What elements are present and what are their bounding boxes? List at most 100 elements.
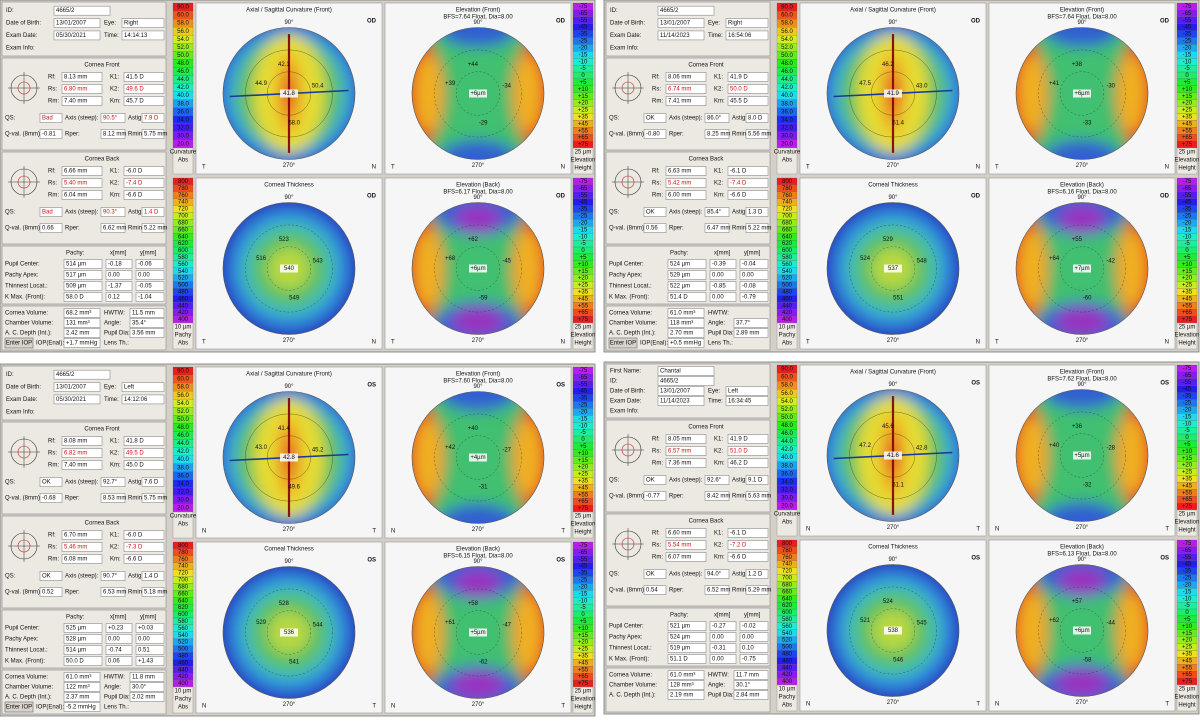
label: K1: — [714, 437, 723, 443]
eye-label: OS — [556, 383, 565, 389]
scale-footer-label: Height — [574, 341, 592, 347]
value-box — [667, 259, 707, 269]
value: 5.63 mm — [748, 494, 771, 500]
map-value: 546 — [893, 657, 904, 663]
scale-label: -35 — [579, 396, 588, 402]
value-box — [667, 621, 707, 631]
label: Lens Th.: — [104, 341, 129, 347]
label: Rmin: — [128, 496, 144, 502]
value-box — [135, 656, 165, 666]
value-box — [727, 178, 769, 188]
map-value: 50.4 — [312, 83, 324, 89]
map-title: Corneal Thickness — [264, 183, 314, 189]
map-value: 528 — [279, 601, 290, 607]
scale-footer-label: Abs — [178, 158, 188, 164]
map-value: 538 — [888, 628, 899, 634]
orientation-label: 90° — [284, 20, 294, 26]
scale-label: 56.0 — [177, 393, 189, 399]
scale-footer — [172, 511, 194, 539]
value-box — [63, 270, 103, 280]
scale-footer — [1176, 322, 1198, 350]
scale-footer-label: Curvature — [170, 150, 197, 156]
eye-label: OD — [556, 19, 566, 25]
pachy-header: x[mm] — [110, 251, 127, 257]
scale-label: 740 — [178, 200, 189, 206]
value-box — [105, 623, 133, 633]
scale-label: 30.0 — [177, 497, 189, 503]
value-box — [727, 84, 769, 94]
value: 517 µm — [66, 273, 86, 279]
map-value: 41.9 — [887, 91, 899, 97]
label: Pupil Center: — [609, 262, 644, 268]
button-label: Enter IOP — [610, 341, 636, 347]
label: Pupil Dia: — [708, 331, 734, 337]
map-outline — [826, 27, 960, 160]
scale-label: 38.0 — [177, 465, 189, 471]
value-box — [61, 460, 103, 470]
scale-label: +10 — [1182, 87, 1193, 93]
orientation-label: 270° — [472, 527, 485, 533]
value: -0.75 — [742, 657, 756, 663]
scale-label: 54.0 — [781, 37, 793, 43]
scale-label: -35 — [1183, 569, 1192, 575]
value: 522 µm — [670, 284, 690, 290]
button[interactable] — [608, 337, 638, 349]
value: 2.02 mm — [132, 695, 155, 701]
button[interactable] — [4, 701, 34, 713]
value: 4665/2 — [56, 8, 75, 14]
scale-footer-label: Pachy — [175, 697, 192, 703]
value: 7.36 mm — [668, 461, 691, 467]
scale-footer-label: Abs — [782, 703, 792, 709]
value: 2.84 mm — [736, 693, 759, 699]
map-value: 523 — [279, 237, 290, 243]
scale-label: 46.0 — [177, 69, 189, 75]
scale-label: 640 — [178, 234, 189, 240]
map-title: Axial / Sagittal Curvature (Front) — [246, 372, 332, 378]
map-value: +61 — [445, 620, 456, 626]
value: 0.00 — [742, 635, 754, 641]
scale-label: 58.0 — [781, 21, 793, 27]
scale-label: -10 — [1183, 421, 1192, 427]
label: HWTW: — [708, 673, 729, 679]
map-title: Elevation (Back) — [1060, 183, 1104, 189]
orientation-label: 90° — [284, 559, 294, 565]
scale-label: -75 — [579, 179, 588, 185]
value-box — [135, 292, 165, 302]
map-value: +7µm — [1074, 266, 1089, 272]
side-label: N — [561, 165, 565, 171]
value-box — [63, 338, 101, 348]
side-label: N — [391, 704, 395, 710]
scale-label: +15 — [1182, 269, 1193, 275]
scale-label: 400 — [178, 681, 189, 687]
label: Astig: — [128, 480, 143, 486]
scale-label: +20 — [1182, 276, 1193, 282]
scale-label: +20 — [1182, 638, 1193, 644]
value: -0.85 — [712, 284, 726, 290]
scale-label: 460 — [178, 660, 189, 666]
value: 50.0 D — [66, 659, 84, 665]
value: 4665/2 — [660, 379, 679, 385]
value-box — [61, 84, 103, 94]
value: -0.02 — [742, 624, 756, 630]
button[interactable] — [4, 337, 34, 349]
value: 6.63 mm — [668, 169, 691, 175]
label: Thinnest Locat.: — [609, 646, 652, 652]
label: Angle: — [104, 321, 121, 327]
map-value: -30 — [1106, 83, 1115, 89]
scale-label: +15 — [578, 458, 589, 464]
value: 6.04 mm — [64, 193, 87, 199]
value-box — [745, 113, 769, 123]
scale-label: +10 — [1182, 262, 1193, 268]
value-box — [643, 475, 667, 485]
value: 8.42 mm — [707, 494, 730, 500]
scale-label: 520 — [178, 276, 189, 282]
map-outline — [222, 27, 356, 160]
scale-label: 30.0 — [781, 495, 793, 501]
color-zone — [1042, 501, 1122, 522]
scale-label: -75 — [1183, 541, 1192, 547]
map-outline — [411, 391, 545, 524]
side-label: N — [1165, 165, 1169, 171]
label: Km: — [110, 557, 121, 563]
scale-label: 60.0 — [781, 375, 793, 381]
value-box — [727, 552, 769, 562]
